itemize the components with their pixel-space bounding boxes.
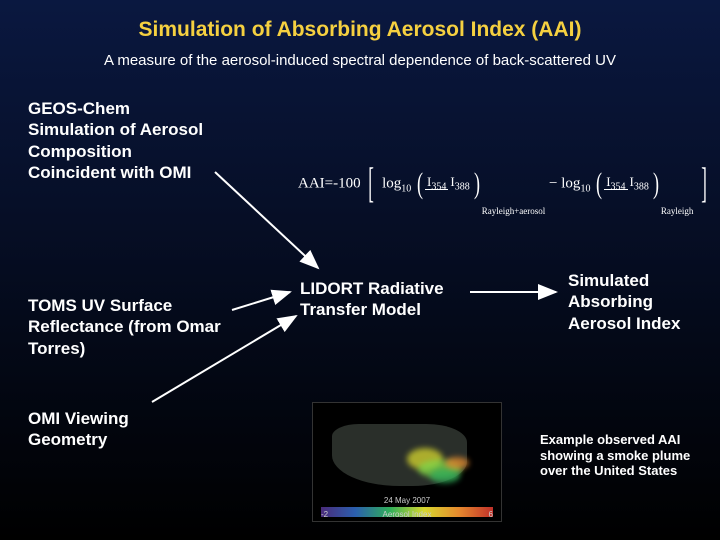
- bracket-open-icon: [: [369, 160, 375, 208]
- paren-open2-icon: (: [596, 167, 602, 201]
- formula-minus: −: [549, 175, 561, 191]
- map-scale-min: -2: [321, 510, 328, 519]
- formula-frac2: I354I388: [604, 175, 651, 193]
- paren-close2-icon: ): [653, 167, 659, 201]
- paren-close1-icon: ): [474, 167, 480, 201]
- bracket-close-icon: ]: [701, 160, 707, 208]
- map-scale-max: 6: [489, 510, 493, 519]
- page-title: Simulation of Absorbing Aerosol Index (A…: [0, 0, 720, 42]
- page-subtitle: A measure of the aerosol-induced spectra…: [0, 42, 720, 69]
- formula-log1: log: [382, 175, 401, 191]
- map-date: 24 May 2007: [384, 496, 430, 505]
- formula-logbase2: 10: [580, 183, 590, 194]
- input-omi-geometry: OMI ViewingGeometry: [28, 408, 129, 451]
- lidort-model: LIDORT RadiativeTransfer Model: [300, 278, 444, 321]
- formula-under2: Rayleigh: [661, 206, 694, 216]
- formula-frac1: I354I388: [425, 175, 472, 193]
- input-toms-reflectance: TOMS UV SurfaceReflectance (from OmarTor…: [28, 295, 221, 359]
- paren-open1-icon: (: [417, 167, 423, 201]
- map-caption: Example observed AAIshowing a smoke plum…: [540, 432, 690, 479]
- formula-logbase1: 10: [401, 183, 411, 194]
- formula-log2: log: [561, 175, 580, 191]
- aai-map-thumbnail: 24 May 2007 -2 Aerosol Index 6: [312, 402, 502, 522]
- formula-lead: AAI=-100: [298, 175, 361, 191]
- input-geos-chem: GEOS-ChemSimulation of AerosolCompositio…: [28, 98, 203, 183]
- aai-formula: AAI=-100 [ log10 (I354I388)Rayleigh+aero…: [298, 160, 711, 208]
- formula-under1: Rayleigh+aerosol: [482, 206, 546, 216]
- map-scale-label: Aerosol Index: [383, 510, 432, 519]
- output-simulated-aai: SimulatedAbsorbingAerosol Index: [568, 270, 680, 334]
